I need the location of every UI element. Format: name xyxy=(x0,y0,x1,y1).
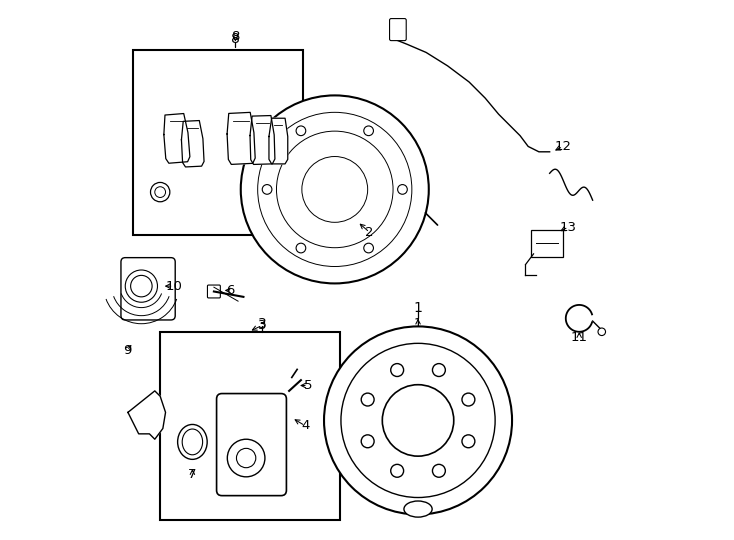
Circle shape xyxy=(341,343,495,497)
FancyArrowPatch shape xyxy=(426,213,437,225)
Text: 13: 13 xyxy=(560,220,577,233)
Text: 2: 2 xyxy=(360,228,368,242)
Polygon shape xyxy=(164,113,190,163)
Circle shape xyxy=(462,435,475,448)
Circle shape xyxy=(150,183,170,202)
Circle shape xyxy=(155,187,166,198)
FancyBboxPatch shape xyxy=(217,394,286,496)
FancyBboxPatch shape xyxy=(121,258,175,320)
Text: 12: 12 xyxy=(555,140,572,153)
Circle shape xyxy=(361,435,374,448)
Circle shape xyxy=(258,112,412,267)
Circle shape xyxy=(398,185,407,194)
Polygon shape xyxy=(227,112,255,164)
Text: 3: 3 xyxy=(258,319,266,332)
Circle shape xyxy=(432,464,446,477)
Circle shape xyxy=(390,464,404,477)
Circle shape xyxy=(324,326,512,515)
Bar xyxy=(531,230,563,256)
FancyBboxPatch shape xyxy=(208,285,220,298)
Ellipse shape xyxy=(182,429,203,455)
Text: 10: 10 xyxy=(165,280,182,293)
Polygon shape xyxy=(269,118,288,164)
Polygon shape xyxy=(250,116,275,165)
Text: 1: 1 xyxy=(413,301,423,315)
Text: 9: 9 xyxy=(123,344,131,357)
Circle shape xyxy=(228,439,265,477)
Text: 8: 8 xyxy=(231,30,239,43)
Polygon shape xyxy=(181,120,204,167)
Text: 5: 5 xyxy=(304,379,312,392)
Circle shape xyxy=(364,243,374,253)
Bar xyxy=(134,50,302,235)
Circle shape xyxy=(296,243,306,253)
Circle shape xyxy=(277,131,393,248)
Text: 11: 11 xyxy=(571,330,588,343)
Polygon shape xyxy=(128,391,166,439)
Circle shape xyxy=(382,384,454,456)
Text: 8: 8 xyxy=(231,32,240,46)
Text: 4: 4 xyxy=(301,419,310,433)
FancyBboxPatch shape xyxy=(390,18,406,40)
Circle shape xyxy=(126,270,158,302)
Circle shape xyxy=(361,393,374,406)
Circle shape xyxy=(296,126,306,136)
Text: 6: 6 xyxy=(226,284,234,297)
Circle shape xyxy=(390,363,404,376)
Circle shape xyxy=(462,393,475,406)
Circle shape xyxy=(241,96,429,284)
Bar xyxy=(160,332,340,520)
Circle shape xyxy=(432,363,446,376)
Text: 1: 1 xyxy=(414,317,422,330)
Text: 7: 7 xyxy=(188,468,197,481)
Circle shape xyxy=(598,328,606,335)
Circle shape xyxy=(302,157,368,222)
Text: 3: 3 xyxy=(258,317,266,330)
Circle shape xyxy=(364,126,374,136)
Circle shape xyxy=(236,448,255,468)
Circle shape xyxy=(262,185,272,194)
Text: 2: 2 xyxy=(366,226,374,239)
Ellipse shape xyxy=(404,501,432,517)
Circle shape xyxy=(131,275,152,297)
Ellipse shape xyxy=(178,424,207,460)
